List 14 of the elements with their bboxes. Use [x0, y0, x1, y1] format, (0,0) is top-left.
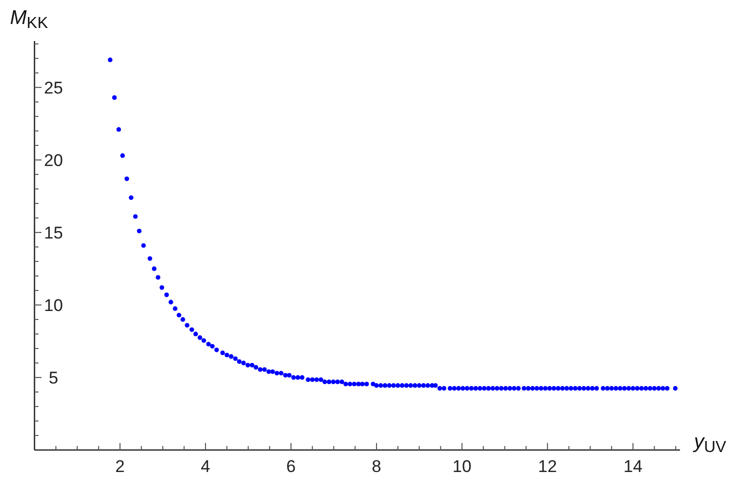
x-tick-label: 12 — [538, 457, 557, 476]
x-tick-label: 10 — [452, 457, 472, 476]
y-tick-label: 10 — [44, 296, 63, 315]
x-axis-title: y$_{UV}$ — [692, 431, 727, 456]
x-tick-label: 2 — [115, 457, 125, 476]
x-tick-label: 8 — [372, 457, 382, 476]
x-tick-label: 14 — [624, 457, 642, 476]
y-tick-label: 15 — [44, 223, 63, 242]
y-tick-label: 25 — [44, 78, 63, 98]
x-tick-label: 6 — [286, 457, 296, 476]
y-tick-label: 20 — [44, 150, 63, 170]
x-tick-label: 4 — [200, 457, 210, 476]
y-axis-title: M$_{KK}$ — [10, 7, 48, 32]
y-tick-label: 5 — [48, 368, 58, 388]
